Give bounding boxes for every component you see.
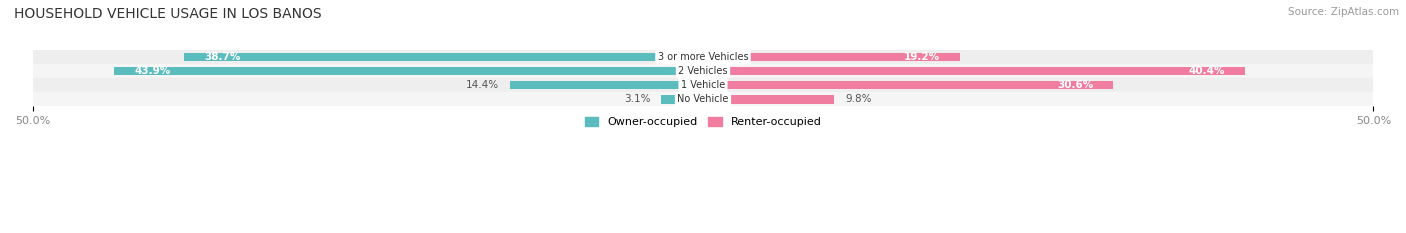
Legend: Owner-occupied, Renter-occupied: Owner-occupied, Renter-occupied [581, 112, 825, 132]
Bar [184, 53, 703, 61]
Text: 40.4%: 40.4% [1188, 66, 1225, 76]
Bar [114, 67, 703, 75]
Text: Source: ZipAtlas.com: Source: ZipAtlas.com [1288, 7, 1399, 17]
Bar [32, 64, 1374, 78]
Text: 3.1%: 3.1% [624, 94, 651, 104]
Text: 2 Vehicles: 2 Vehicles [678, 66, 728, 76]
Bar [32, 78, 1374, 92]
Text: 30.6%: 30.6% [1057, 80, 1092, 90]
Bar [703, 53, 960, 61]
Text: 43.9%: 43.9% [135, 66, 170, 76]
Text: HOUSEHOLD VEHICLE USAGE IN LOS BANOS: HOUSEHOLD VEHICLE USAGE IN LOS BANOS [14, 7, 322, 21]
Bar [703, 95, 834, 103]
Text: 1 Vehicle: 1 Vehicle [681, 80, 725, 90]
Bar [661, 95, 703, 103]
Text: 19.2%: 19.2% [904, 52, 941, 62]
Text: 3 or more Vehicles: 3 or more Vehicles [658, 52, 748, 62]
Bar [32, 50, 1374, 64]
Bar [703, 81, 1114, 89]
Text: 38.7%: 38.7% [204, 52, 240, 62]
Text: 14.4%: 14.4% [465, 80, 499, 90]
Bar [703, 67, 1244, 75]
Bar [510, 81, 703, 89]
Text: No Vehicle: No Vehicle [678, 94, 728, 104]
Text: 9.8%: 9.8% [845, 94, 872, 104]
Bar [32, 92, 1374, 106]
